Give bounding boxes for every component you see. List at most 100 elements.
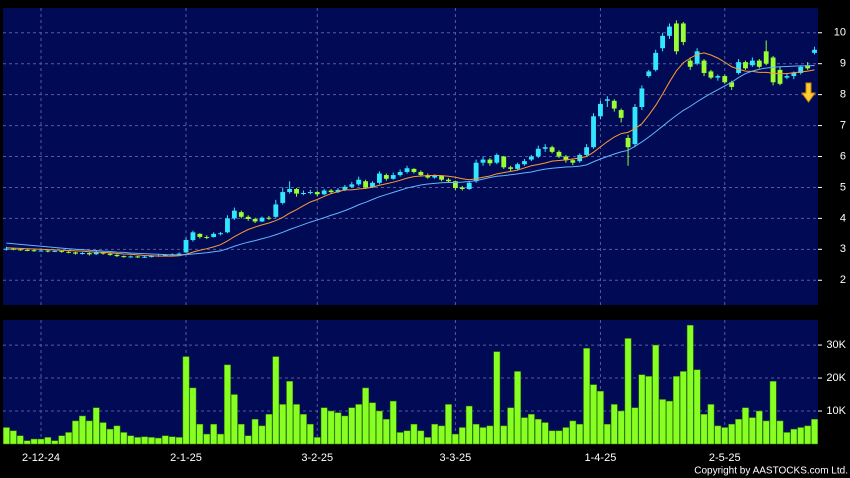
- candle-body: [812, 49, 817, 53]
- volume-bar: [528, 414, 535, 445]
- candle-body: [528, 156, 534, 160]
- volume-bar: [631, 407, 639, 445]
- candle-body: [756, 60, 762, 67]
- candle-body: [708, 71, 714, 78]
- volume-bar: [762, 420, 770, 445]
- candle-body: [38, 250, 44, 252]
- volume-bar: [348, 407, 356, 445]
- volume-bar: [10, 430, 17, 445]
- volume-bar: [272, 356, 280, 445]
- volume-bar: [85, 420, 93, 445]
- candle-body: [307, 192, 313, 194]
- x-tick-label: 2-1-25: [170, 452, 202, 464]
- volume-bar: [479, 427, 487, 445]
- y-tick-label: 7: [840, 119, 846, 131]
- volume-bar: [92, 407, 100, 445]
- candle-body: [349, 184, 355, 187]
- volume-bar: [721, 427, 729, 445]
- candle-body: [162, 254, 168, 256]
- volume-bar: [161, 435, 169, 445]
- volume-bar: [224, 364, 231, 445]
- volume-bar: [603, 423, 611, 445]
- volume-bar: [182, 356, 190, 445]
- volume-bar: [590, 384, 597, 445]
- candle-body: [390, 175, 396, 179]
- candle-body: [639, 88, 645, 107]
- volume-bar: [562, 427, 570, 445]
- candle-body: [556, 151, 562, 157]
- candle-body: [10, 248, 16, 250]
- candle-body: [301, 193, 306, 195]
- x-tick-label: 2-5-25: [709, 452, 741, 464]
- volume-bar: [652, 344, 660, 445]
- candle-body: [238, 212, 244, 217]
- candle-body: [770, 57, 776, 83]
- candle-body: [404, 168, 410, 172]
- volume-bar: [445, 404, 452, 445]
- volume-bar: [134, 437, 142, 445]
- volume-bar: [286, 381, 293, 445]
- volume-bar: [217, 433, 224, 445]
- candle-body: [542, 147, 548, 149]
- volume-bar: [16, 435, 24, 445]
- volume-bar: [148, 437, 155, 445]
- volume-bar: [251, 419, 259, 445]
- volume-bar: [811, 419, 818, 445]
- candle-body: [107, 253, 113, 255]
- volume-bar: [334, 412, 342, 445]
- volume-bar: [679, 371, 687, 445]
- arrow-marker: [801, 82, 816, 103]
- volume-bar: [431, 423, 439, 445]
- volume-bar: [300, 414, 307, 445]
- candle-body: [722, 76, 728, 83]
- volume-bar: [548, 430, 556, 445]
- volume-bar: [610, 404, 618, 445]
- volume-bar: [693, 369, 701, 445]
- volume-bar: [58, 435, 66, 445]
- candle-body: [100, 252, 106, 254]
- volume-bar: [769, 381, 777, 445]
- y-tick-label: 4: [840, 212, 846, 224]
- volume-bar: [265, 414, 273, 445]
- volume-bar: [514, 371, 521, 445]
- y-tick-label: 8: [840, 89, 846, 101]
- candle-body: [425, 175, 431, 178]
- candle-body: [45, 250, 51, 252]
- plot-layer: 2-12-24 2-1-25 3-2-25 3-3-25 1-4-25 2-5-25 2 3 4…: [3, 8, 847, 464]
- candle-body: [356, 179, 362, 185]
- candle-body: [149, 256, 154, 258]
- candle-body: [501, 156, 507, 168]
- volume-bar: [127, 435, 135, 445]
- volume-bar: [210, 423, 218, 445]
- candle-body: [584, 147, 590, 155]
- volume-bar: [569, 420, 577, 445]
- candle-body: [80, 253, 85, 255]
- volume-bar: [396, 432, 404, 445]
- volume-bar: [507, 407, 515, 445]
- candle-body: [52, 250, 58, 252]
- candle-body: [86, 253, 92, 255]
- candle-body: [383, 175, 389, 179]
- volume-bar: [327, 410, 335, 445]
- candle-body: [494, 154, 500, 163]
- candle-body: [439, 175, 444, 180]
- volume-bar: [714, 425, 722, 445]
- volume-bar: [141, 436, 148, 445]
- volume-bar: [555, 430, 563, 445]
- candle-body: [570, 160, 576, 163]
- volume-bar: [196, 423, 204, 445]
- candle-body: [31, 250, 37, 252]
- candle-body: [798, 66, 804, 73]
- candle-body: [342, 186, 348, 190]
- volume-bar: [776, 420, 784, 445]
- candle-body: [729, 82, 735, 87]
- candle-body: [667, 26, 672, 36]
- candle-body: [487, 159, 493, 164]
- volume-bar: [783, 432, 791, 445]
- candle-body: [459, 187, 465, 189]
- candle-body: [632, 107, 638, 145]
- volume-bar: [341, 415, 349, 445]
- volume-bar: [120, 432, 128, 445]
- volume-bar: [175, 437, 183, 445]
- volume-bar: [113, 425, 121, 445]
